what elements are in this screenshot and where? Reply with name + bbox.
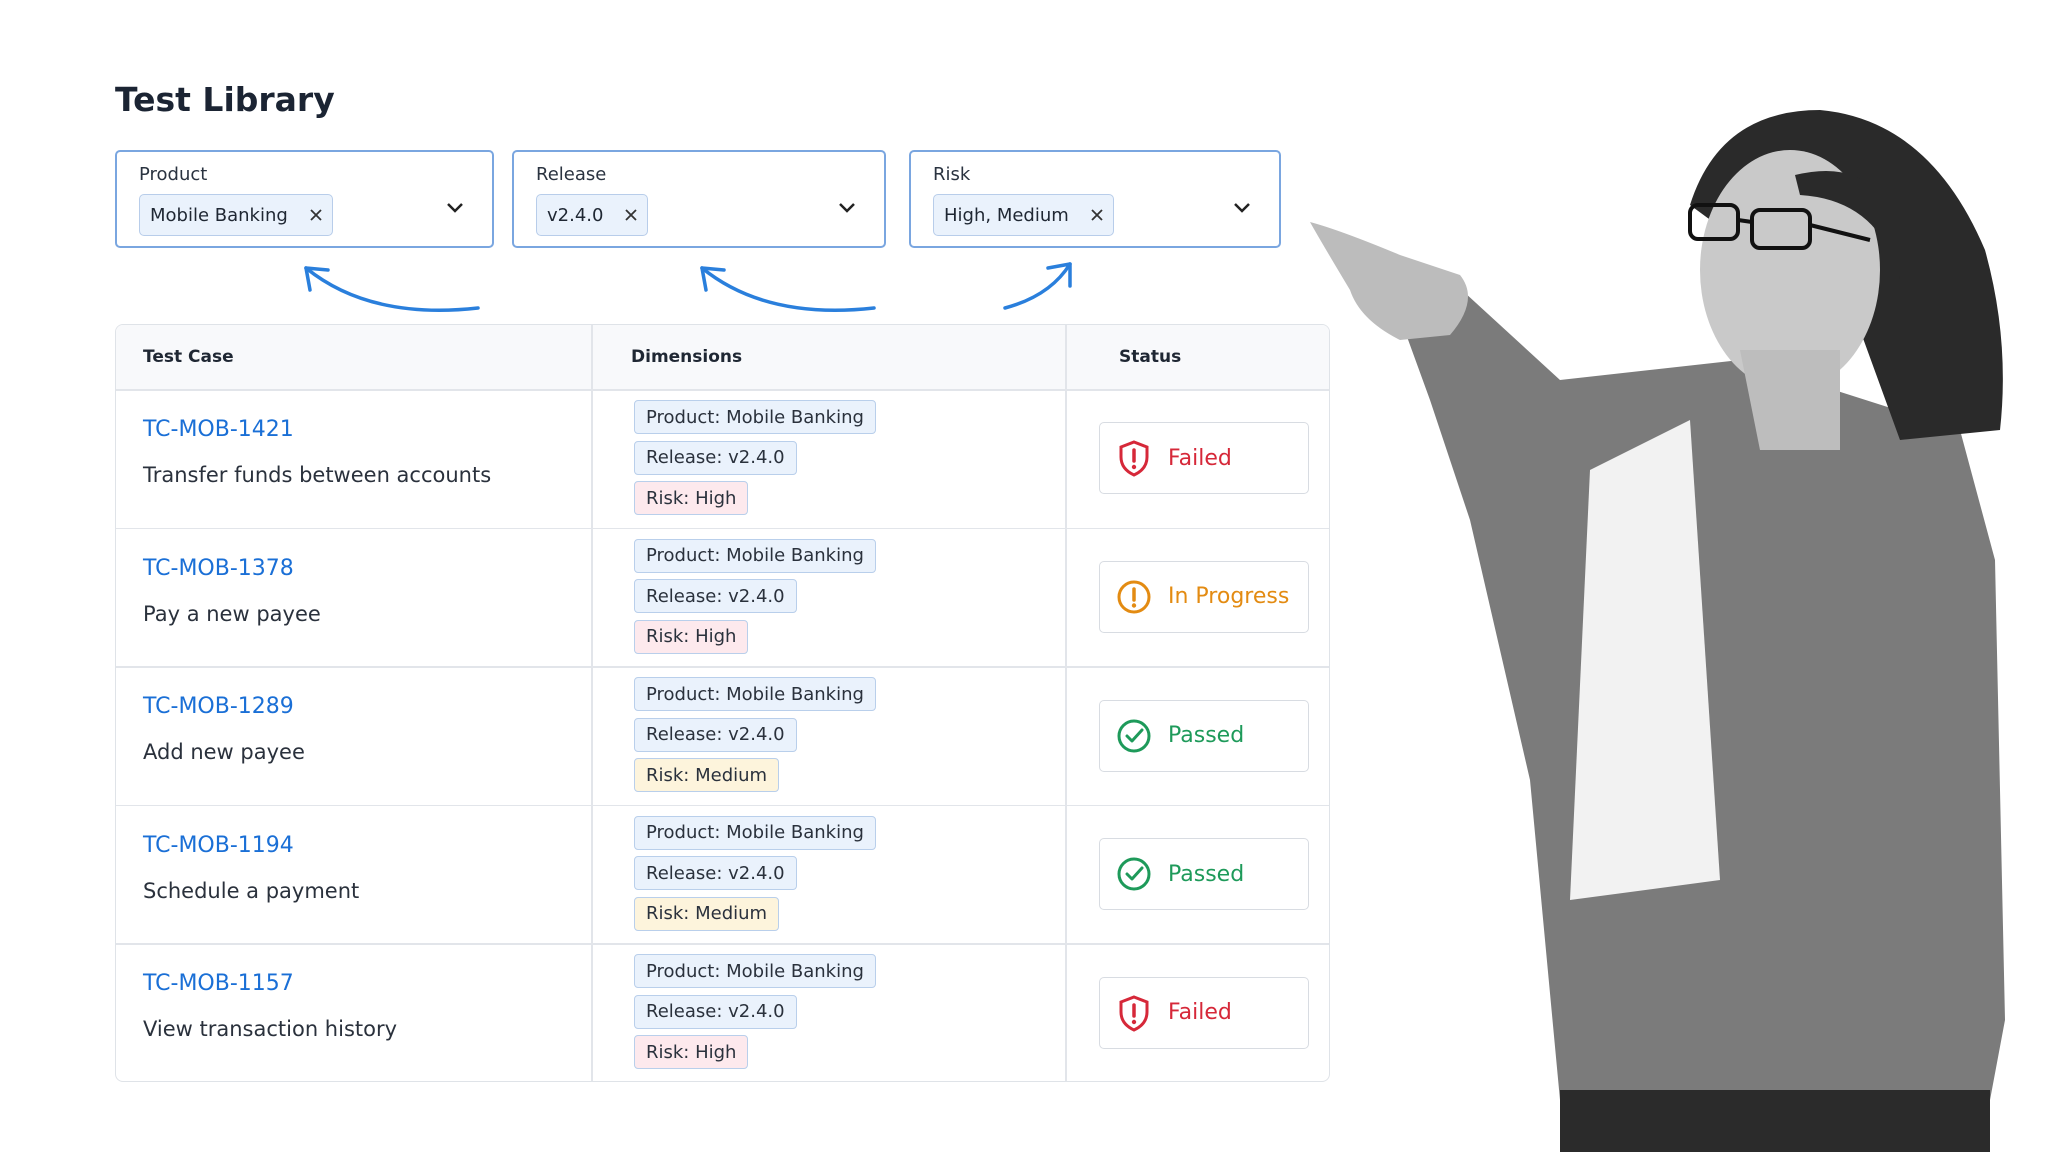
dimension-tag: Risk: High bbox=[634, 619, 749, 654]
row-divider bbox=[116, 666, 1329, 668]
test-case-title: Transfer funds between accounts bbox=[143, 463, 492, 487]
filter-chip: Mobile Banking bbox=[139, 194, 333, 236]
status-icon bbox=[1117, 857, 1151, 891]
status-icon bbox=[1117, 580, 1151, 614]
dropdown-chevron[interactable] bbox=[1233, 202, 1251, 214]
test-case-link[interactable]: TC-MOB-1194 bbox=[143, 832, 294, 858]
test-case-link[interactable]: TC-MOB-1157 bbox=[143, 971, 294, 997]
chip-remove[interactable] bbox=[1091, 209, 1103, 221]
status-badge: Failed bbox=[1099, 422, 1309, 495]
status-badge: Passed bbox=[1099, 838, 1309, 911]
dimension-tag: Release: v2.4.0 bbox=[634, 440, 797, 475]
dimension-tag: Risk: High bbox=[634, 1035, 749, 1070]
test-case-title: Add new payee bbox=[143, 740, 305, 765]
test-case-link[interactable]: TC-MOB-1421 bbox=[143, 417, 294, 442]
test-case-link[interactable]: TC-MOB-1378 bbox=[143, 555, 294, 581]
arrows bbox=[304, 262, 1072, 312]
filter-dropdown[interactable]: Product Mobile Banking bbox=[115, 150, 494, 248]
chip-remove[interactable] bbox=[625, 209, 638, 221]
chip-remove[interactable] bbox=[310, 209, 322, 221]
column-header: Test Case bbox=[143, 347, 234, 367]
status-label: Failed bbox=[1168, 1000, 1232, 1026]
status-icon bbox=[1119, 440, 1149, 477]
column-header: Status bbox=[1119, 347, 1182, 367]
status-badge: In Progress bbox=[1099, 560, 1309, 633]
row-divider bbox=[116, 943, 1329, 945]
row-divider bbox=[116, 389, 1329, 391]
dimension-tag: Product: Mobile Banking bbox=[634, 954, 876, 989]
row-divider bbox=[116, 527, 1329, 530]
test-case-link[interactable]: TC-MOB-1289 bbox=[143, 694, 294, 720]
dropdown-chevron[interactable] bbox=[838, 202, 856, 214]
header-bg bbox=[116, 325, 1329, 389]
test-case-title: Pay a new payee bbox=[143, 601, 321, 626]
test-case-title: Schedule a payment bbox=[143, 878, 360, 903]
dimension-tag: Product: Mobile Banking bbox=[634, 538, 876, 573]
dimension-tag: Product: Mobile Banking bbox=[634, 677, 876, 712]
status-label: In Progress bbox=[1168, 584, 1290, 610]
filter-dropdown[interactable]: Risk High, Medium bbox=[909, 150, 1281, 248]
status-badge: Failed bbox=[1099, 976, 1309, 1049]
dimension-tag: Risk: High bbox=[634, 481, 749, 515]
filter-label: Risk bbox=[933, 164, 971, 185]
dimension-tag: Risk: Medium bbox=[634, 758, 780, 793]
status-label: Failed bbox=[1168, 445, 1232, 471]
status-label: Passed bbox=[1168, 723, 1245, 748]
filter-dropdown[interactable]: Release v2.4.0 bbox=[512, 150, 886, 248]
dropdown-chevron[interactable] bbox=[446, 202, 464, 214]
status-icon bbox=[1117, 719, 1151, 752]
page-title: Test Library bbox=[115, 80, 335, 119]
status-label: Passed bbox=[1168, 861, 1245, 887]
column-header: Dimensions bbox=[631, 347, 743, 367]
filter-label: Release bbox=[536, 164, 607, 185]
dimension-tag: Risk: Medium bbox=[634, 896, 780, 931]
dimension-tag: Product: Mobile Banking bbox=[634, 815, 876, 850]
dimension-tag: Release: v2.4.0 bbox=[634, 717, 797, 752]
column-divider bbox=[1065, 325, 1067, 1081]
test-case-title: View transaction history bbox=[143, 1017, 398, 1042]
dimension-tag: Release: v2.4.0 bbox=[634, 579, 797, 614]
chip-text: v2.4.0 bbox=[547, 204, 604, 226]
chip-text: Mobile Banking bbox=[150, 204, 288, 226]
status-icon bbox=[1119, 995, 1149, 1032]
dimension-tag: Product: Mobile Banking bbox=[634, 400, 876, 434]
dimension-tag: Release: v2.4.0 bbox=[634, 994, 797, 1029]
column-divider bbox=[591, 325, 593, 1081]
chip-text: High, Medium bbox=[944, 204, 1069, 226]
filter-label: Product bbox=[139, 164, 208, 185]
status-badge: Passed bbox=[1099, 699, 1309, 772]
test-table: Test Case Dimensions Status TC-MOB-1421 Tran… bbox=[115, 324, 1330, 1082]
filter-chip: v2.4.0 bbox=[536, 194, 649, 236]
presenter bbox=[1310, 110, 2005, 1152]
row-divider bbox=[116, 804, 1329, 807]
dimension-tag: Release: v2.4.0 bbox=[634, 856, 797, 891]
filter-chip: High, Medium bbox=[933, 194, 1114, 236]
